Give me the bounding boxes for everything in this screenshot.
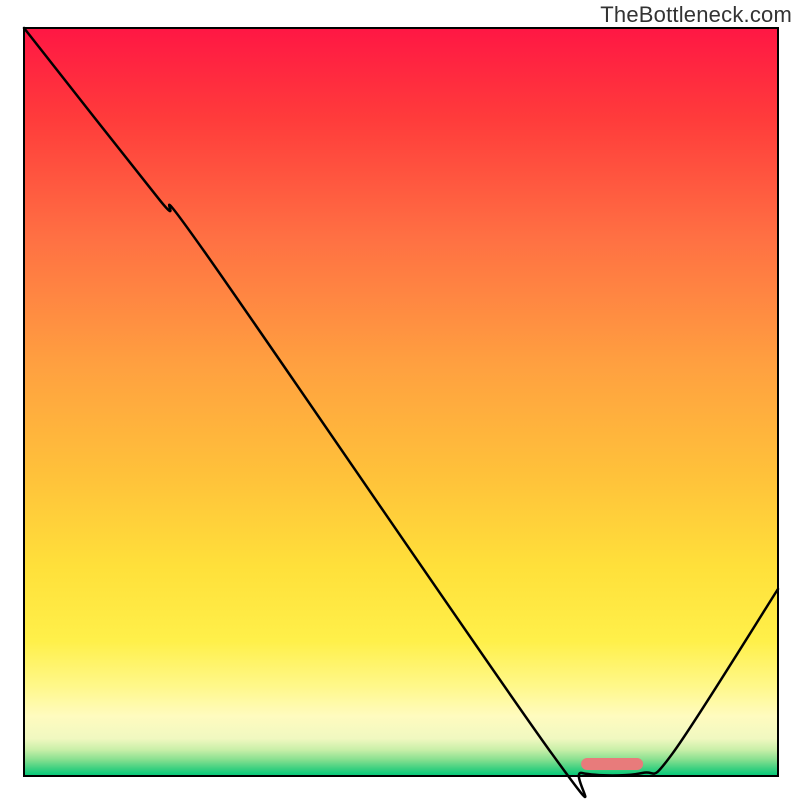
watermark-text: TheBottleneck.com xyxy=(600,2,792,28)
chart-container: TheBottleneck.com xyxy=(0,0,800,800)
chart-svg xyxy=(0,0,800,800)
plot-area xyxy=(24,28,778,776)
optimal-marker xyxy=(581,758,643,770)
